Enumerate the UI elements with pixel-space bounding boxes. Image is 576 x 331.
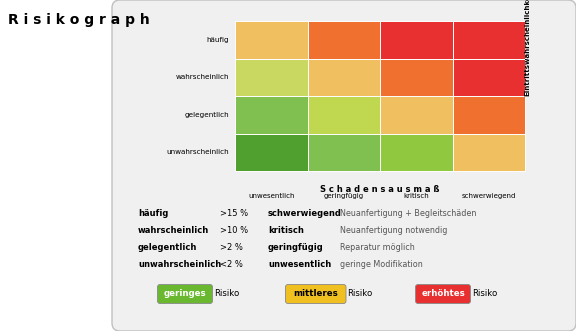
Text: geringfügig: geringfügig: [268, 243, 324, 252]
Text: Neuanfertigung + Begleitschäden: Neuanfertigung + Begleitschäden: [340, 209, 476, 218]
Text: gelegentlich: gelegentlich: [138, 243, 198, 252]
Text: häufig: häufig: [138, 209, 168, 218]
Text: mittleres: mittleres: [293, 290, 338, 299]
Text: Eintrittswahrscheinlichkeit: Eintrittswahrscheinlichkeit: [524, 0, 530, 96]
Text: kritisch: kritisch: [268, 226, 304, 235]
Text: <2 %: <2 %: [220, 260, 243, 269]
Bar: [380, 59, 453, 96]
Text: Reparatur möglich: Reparatur möglich: [340, 243, 415, 252]
Text: geringe Modifikation: geringe Modifikation: [340, 260, 423, 269]
Bar: [453, 21, 525, 59]
Text: >2 %: >2 %: [220, 243, 243, 252]
Text: geringes: geringes: [164, 290, 206, 299]
Bar: [453, 96, 525, 133]
Text: kritisch: kritisch: [403, 193, 429, 199]
Bar: [235, 96, 308, 133]
Text: gelegentlich: gelegentlich: [184, 112, 229, 118]
FancyBboxPatch shape: [112, 0, 576, 331]
Bar: [380, 21, 453, 59]
Text: wahrscheinlich: wahrscheinlich: [176, 74, 229, 80]
Bar: [380, 133, 453, 171]
FancyBboxPatch shape: [157, 285, 213, 304]
Text: schwerwiegend: schwerwiegend: [268, 209, 342, 218]
Text: schwerwiegend: schwerwiegend: [461, 193, 516, 199]
Text: R i s i k o g r a p h: R i s i k o g r a p h: [8, 13, 150, 27]
Text: erhöhtes: erhöhtes: [421, 290, 465, 299]
Text: unwesentlich: unwesentlich: [248, 193, 294, 199]
Text: Risiko: Risiko: [347, 290, 373, 299]
Bar: [235, 21, 308, 59]
Bar: [235, 59, 308, 96]
Text: häufig: häufig: [206, 37, 229, 43]
Bar: [453, 59, 525, 96]
Bar: [308, 59, 380, 96]
Text: S c h a d e n s a u s m a ß: S c h a d e n s a u s m a ß: [320, 185, 439, 194]
Bar: [380, 96, 453, 133]
Bar: [235, 133, 308, 171]
Text: >10 %: >10 %: [220, 226, 248, 235]
Bar: [308, 133, 380, 171]
Bar: [453, 133, 525, 171]
Text: >15 %: >15 %: [220, 209, 248, 218]
Text: wahrscheinlich: wahrscheinlich: [138, 226, 209, 235]
Text: Risiko: Risiko: [472, 290, 497, 299]
Text: unwahrscheinlich: unwahrscheinlich: [138, 260, 221, 269]
Text: unwahrscheinlich: unwahrscheinlich: [166, 149, 229, 155]
Text: Neuanfertigung notwendig: Neuanfertigung notwendig: [340, 226, 448, 235]
Text: geringfügig: geringfügig: [324, 193, 364, 199]
Text: Risiko: Risiko: [214, 290, 239, 299]
FancyBboxPatch shape: [286, 285, 346, 304]
Text: unwesentlich: unwesentlich: [268, 260, 331, 269]
FancyBboxPatch shape: [415, 285, 471, 304]
Bar: [308, 21, 380, 59]
Bar: [308, 96, 380, 133]
